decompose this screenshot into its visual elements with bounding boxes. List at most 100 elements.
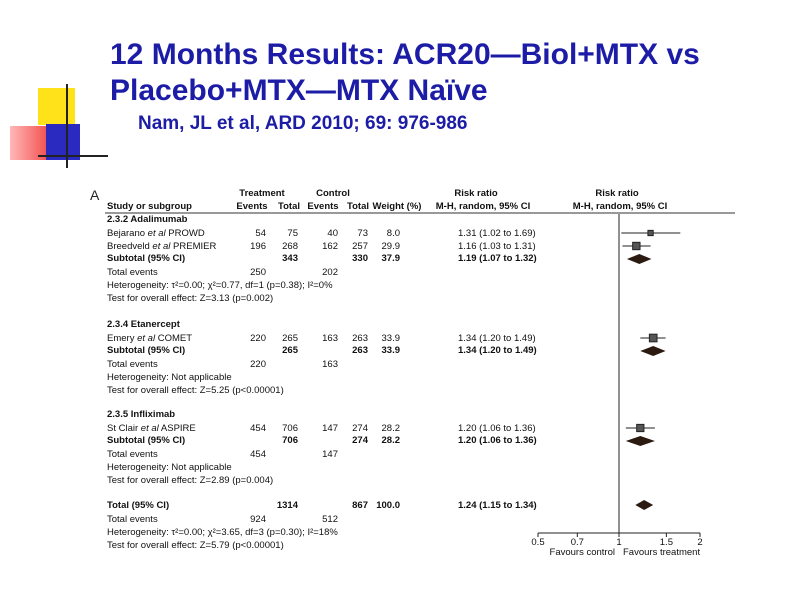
cell: 163 [322, 333, 338, 344]
cell: Heterogeneity: Not applicable [107, 462, 232, 473]
x-tick-label: 2 [697, 537, 702, 548]
study: Breedveld et al PREMIER [107, 241, 216, 252]
et-al: et al [141, 423, 160, 434]
et-al: et al [148, 228, 167, 239]
cell: 274 [352, 435, 369, 446]
cell: 924 [250, 514, 266, 525]
x-tick-label: 1.5 [660, 537, 673, 548]
summary-diamond [625, 436, 655, 446]
cell: 330 [352, 253, 368, 264]
cell: 512 [322, 514, 338, 525]
cell: 706 [282, 423, 298, 434]
cell: 147 [322, 423, 338, 434]
cell: Total events [107, 514, 158, 525]
cell: 28.2 [382, 435, 401, 446]
header: M-H, random, 95% CI [436, 201, 531, 212]
header: Events [307, 201, 338, 212]
header: Control [316, 188, 350, 199]
header: Risk ratio [454, 188, 497, 199]
cell: Total (95% CI) [107, 500, 169, 511]
group-name: 2.3.2 Adalimumab [107, 214, 188, 225]
cell: 33.9 [382, 333, 401, 344]
x-tick-label: 1 [616, 537, 621, 548]
panel-label: A [90, 187, 100, 203]
trial: PROWD [168, 228, 205, 239]
title-line: 12 Months Results: ACR20—Biol+MTX vs [110, 38, 700, 71]
cell: Test for overall effect: Z=3.13 (p=0.002… [107, 293, 273, 304]
cell: 1.20 (1.06 to 1.36) [458, 423, 536, 434]
title-line: Placebo+MTX—MTX Naïve [110, 74, 488, 107]
cell: 33.9 [382, 345, 401, 356]
cell: 1.20 (1.06 to 1.36) [458, 435, 537, 446]
x-tick-label: 0.5 [531, 537, 544, 548]
study-name: St Clair [107, 423, 138, 434]
cell: 73 [357, 228, 368, 239]
header: Total [347, 201, 369, 212]
cell: Test for overall effect: Z=2.89 (p=0.004… [107, 475, 273, 486]
effect-box [648, 333, 658, 343]
axis-label: Favours control [550, 547, 615, 558]
cell: 37.9 [382, 253, 401, 264]
et-al: et al [152, 241, 171, 252]
study: St Clair et al ASPIRE [107, 423, 196, 434]
cell: 706 [282, 435, 298, 446]
deco-red [10, 126, 52, 160]
cell: 40 [327, 228, 338, 239]
group-name: 2.3.5 Infliximab [107, 409, 175, 420]
cell: Test for overall effect: Z=5.79 (p<0.000… [107, 540, 284, 551]
cell: 274 [352, 423, 368, 434]
cell: Test for overall effect: Z=5.25 (p<0.000… [107, 385, 284, 396]
cell: 1.34 (1.20 to 1.49) [458, 345, 537, 356]
cell: 54 [255, 228, 266, 239]
cell: 268 [282, 241, 298, 252]
cell: 1314 [277, 500, 299, 511]
cell: Subtotal (95% CI) [107, 435, 185, 446]
cell: Heterogeneity: Not applicable [107, 372, 232, 383]
header: Risk ratio [595, 188, 638, 199]
cell: 250 [250, 267, 266, 278]
cell: Heterogeneity: τ²=0.00; χ²=3.65, df=3 (p… [107, 527, 338, 538]
group-name: 2.3.4 Etanercept [107, 319, 181, 330]
cell: 1.24 (1.15 to 1.34) [458, 500, 537, 511]
cell: 867 [352, 500, 368, 511]
cell: 29.9 [382, 241, 401, 252]
et-al: et al [137, 333, 156, 344]
summary-diamond [635, 500, 654, 510]
summary-diamond [626, 254, 652, 264]
cell: Heterogeneity: τ²=0.00; χ²=0.77, df=1 (p… [107, 280, 333, 291]
effect-box [636, 423, 645, 433]
deco-yellow [38, 88, 75, 125]
effect-box [632, 241, 641, 251]
effect-box [647, 229, 654, 237]
cell: 28.2 [382, 423, 401, 434]
study: Bejarano et al PROWD [107, 228, 205, 239]
cell: 162 [322, 241, 338, 252]
cell: 263 [352, 345, 368, 356]
trial: PREMIER [173, 241, 216, 252]
cell: 220 [250, 359, 266, 370]
study-name: Breedveld [107, 241, 150, 252]
header: Weight (%) [373, 201, 422, 212]
cell: 75 [287, 228, 298, 239]
cell: 257 [352, 241, 368, 252]
study: Emery et al COMET [107, 333, 192, 344]
cell: Subtotal (95% CI) [107, 253, 185, 264]
cell: 163 [322, 359, 338, 370]
cell: 1.31 (1.02 to 1.69) [458, 228, 536, 239]
cell: 100.0 [376, 500, 400, 511]
header: Study or subgroup [107, 201, 192, 212]
header: Treatment [239, 188, 285, 199]
summary-diamond [640, 346, 666, 356]
cell: 202 [322, 267, 338, 278]
cell: 343 [282, 253, 298, 264]
trial: ASPIRE [161, 423, 196, 434]
cell: 265 [282, 345, 299, 356]
cell: 1.34 (1.20 to 1.49) [458, 333, 536, 344]
header: M-H, random, 95% CI [573, 201, 668, 212]
trial: COMET [158, 333, 193, 344]
cell: 454 [250, 449, 266, 460]
cell: 1.16 (1.03 to 1.31) [458, 241, 536, 252]
cell: 220 [250, 333, 266, 344]
cell: 263 [352, 333, 368, 344]
